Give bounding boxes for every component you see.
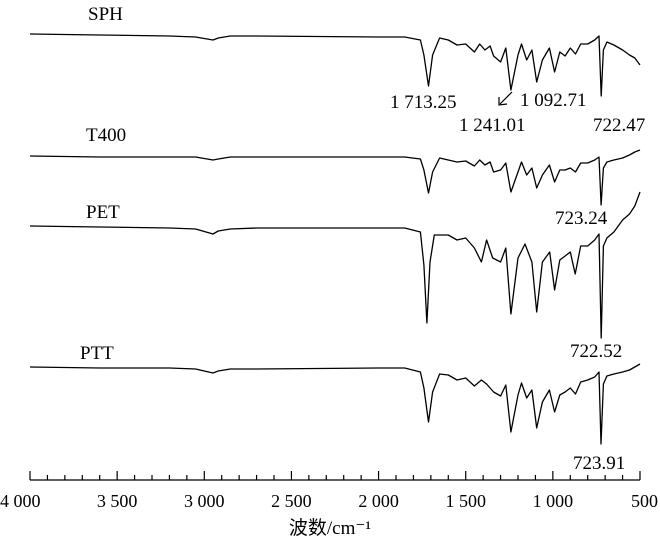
tick-label: 2 500 <box>271 491 312 511</box>
series-line-sph <box>29 33 641 97</box>
tick-label: 2 000 <box>358 491 399 511</box>
series-label-ptt: PTT <box>80 343 114 364</box>
series-label-sph: SPH <box>88 4 123 25</box>
series-line-ptt <box>29 363 641 445</box>
tick-label: 500 <box>631 491 658 511</box>
peak-arrow <box>498 91 513 106</box>
tick-label: 1 000 <box>533 491 574 511</box>
peak-label-1241: 1 241.01 <box>459 115 526 136</box>
series-label-t400: T400 <box>86 125 126 146</box>
peak-label-722-47: 722.47 <box>593 115 645 136</box>
x-axis-ticks: 4 000 3 500 3 000 2 500 2 000 1 500 1 000 500 <box>0 471 658 511</box>
peak-label-723-91: 723.91 <box>573 453 625 474</box>
x-axis-title: 波数/cm⁻¹ <box>289 517 372 539</box>
peak-label-723-24: 723.24 <box>555 208 608 229</box>
series-label-pet: PET <box>86 202 120 223</box>
series-line-pet <box>29 191 641 339</box>
tick-label: 3 000 <box>184 491 225 511</box>
tick-label: 4 000 <box>0 491 41 511</box>
series-line-t400 <box>29 149 641 206</box>
tick-label: 3 500 <box>97 491 138 511</box>
peak-label-722-52: 722.52 <box>570 341 622 362</box>
peak-label-1713: 1 713.25 <box>390 92 457 113</box>
series-lines <box>29 33 641 445</box>
tick-label: 1 500 <box>445 491 486 511</box>
peak-label-1092: 1 092.71 <box>520 90 587 111</box>
